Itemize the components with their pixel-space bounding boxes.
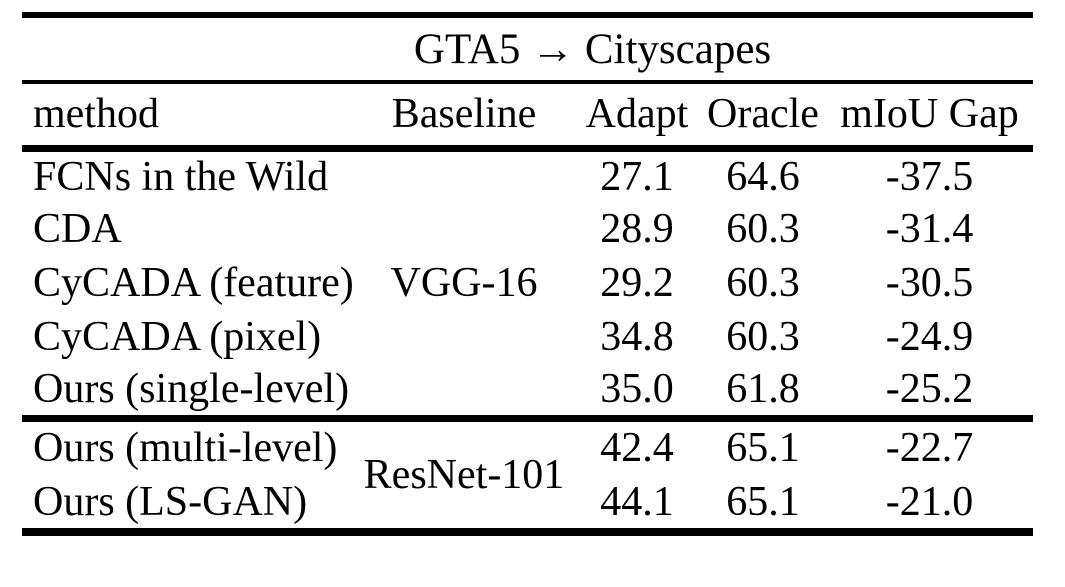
miou-gap-cell: -31.4	[885, 206, 974, 252]
method-cell: Ours (multi-level)	[33, 425, 338, 472]
group-resnet101: Ours (multi-level) ResNet-101 42.4 65.1 …	[22, 418, 1034, 532]
baseline-cell-resnet101: ResNet-101	[363, 451, 565, 498]
table-title-row: GTA5 → Cityscapes	[22, 12, 1034, 84]
column-header-miou-gap: mIoU Gap	[826, 82, 1034, 152]
method-cell: CyCADA (pixel)	[33, 314, 322, 360]
table-row: Ours (single-level) 35.0 61.8 -25.2	[22, 364, 1033, 418]
adapt-cell: 42.4	[600, 425, 674, 472]
table-header-row: method Baseline Adapt Oracle mIoU Gap	[22, 82, 1034, 152]
method-cell: FCNs in the Wild	[33, 153, 329, 200]
table-title: GTA5 → Cityscapes	[22, 12, 1034, 84]
adapt-cell: 27.1	[600, 153, 674, 200]
method-cell: CyCADA (feature)	[33, 260, 354, 306]
oracle-cell: 65.1	[726, 425, 800, 472]
miou-gap-cell: -21.0	[885, 478, 974, 525]
table-row: FCNs in the Wild VGG-16 27.1 64.6 -37.5	[22, 148, 1033, 304]
adapt-cell: 34.8	[600, 314, 674, 360]
baseline-cell-vgg16: VGG-16	[390, 260, 538, 306]
oracle-cell: 60.3	[726, 260, 800, 306]
table-row: CyCADA (pixel) 34.8 60.3 -24.9	[22, 310, 1033, 364]
adapt-cell: 44.1	[600, 478, 674, 525]
oracle-cell: 64.6	[726, 153, 800, 200]
miou-gap-cell: -25.2	[885, 366, 974, 413]
results-table: GTA5 → Cityscapes method Baseline Adapt …	[22, 12, 1034, 536]
column-header-adapt: Adapt	[574, 82, 700, 152]
method-cell: Ours (single-level)	[33, 366, 350, 413]
miou-gap-cell: -30.5	[885, 260, 974, 306]
method-cell: CDA	[33, 206, 122, 252]
adapt-cell: 28.9	[600, 206, 674, 252]
oracle-cell: 60.3	[726, 206, 800, 252]
miou-gap-cell: -22.7	[885, 425, 974, 472]
oracle-cell: 60.3	[726, 314, 800, 360]
column-header-oracle: Oracle	[700, 82, 826, 152]
miou-gap-cell: -24.9	[885, 314, 974, 360]
table-row: Ours (multi-level) ResNet-101 42.4 65.1 …	[22, 418, 1033, 496]
miou-gap-cell: -37.5	[885, 153, 974, 200]
oracle-cell: 61.8	[726, 366, 800, 413]
column-header-method: method	[22, 82, 354, 152]
method-cell: Ours (LS-GAN)	[33, 478, 308, 525]
column-header-baseline: Baseline	[354, 82, 574, 152]
group-vgg16: FCNs in the Wild VGG-16 27.1 64.6 -37.5 …	[22, 148, 1034, 418]
table-row: Ours (LS-GAN) 44.1 65.1 -21.0	[22, 475, 1033, 532]
table-row: CyCADA (feature) 29.2 60.3 -30.5	[22, 256, 1033, 310]
adapt-cell: 29.2	[600, 260, 674, 306]
table-row: CDA 28.9 60.3 -31.4	[22, 202, 1033, 256]
adapt-cell: 35.0	[600, 366, 674, 413]
oracle-cell: 65.1	[726, 478, 800, 525]
